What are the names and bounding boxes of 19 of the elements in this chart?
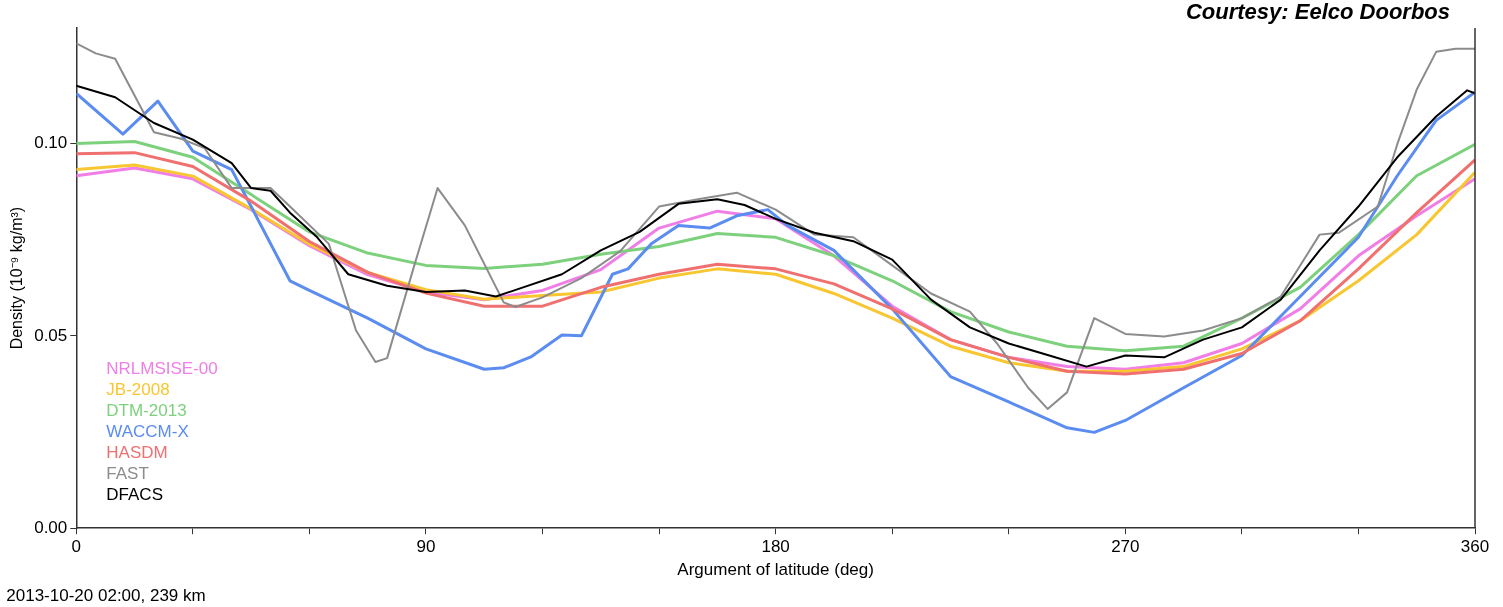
y-axis-title: Density (10⁻⁹ kg/m³) <box>8 206 26 350</box>
x-tick-label: 90 <box>416 537 436 557</box>
y-tick-label: 0.00 <box>34 517 68 537</box>
y-tick-label: 0.05 <box>34 325 68 345</box>
x-tick-label: 270 <box>1111 537 1140 557</box>
text: JB-2008 <box>106 380 170 400</box>
text: Courtesy: Eelco Doorbos <box>1185 0 1450 25</box>
x-tick-label: 0 <box>71 537 82 557</box>
text: NRLMSISE-00 <box>106 359 218 379</box>
text: 2013-10-20 02:00, 239 km <box>6 586 206 606</box>
text: DTM-2013 <box>106 401 187 421</box>
text: HASDM <box>106 443 168 463</box>
x-tick-label: 180 <box>761 537 790 557</box>
x-tick-label: 360 <box>1460 537 1490 557</box>
text: FAST <box>106 464 149 484</box>
text: WACCM-X <box>106 422 189 442</box>
text: DFACS <box>106 485 163 505</box>
x-axis-title: Argument of latitude (deg) <box>677 560 874 580</box>
y-tick-label: 0.10 <box>34 133 68 153</box>
